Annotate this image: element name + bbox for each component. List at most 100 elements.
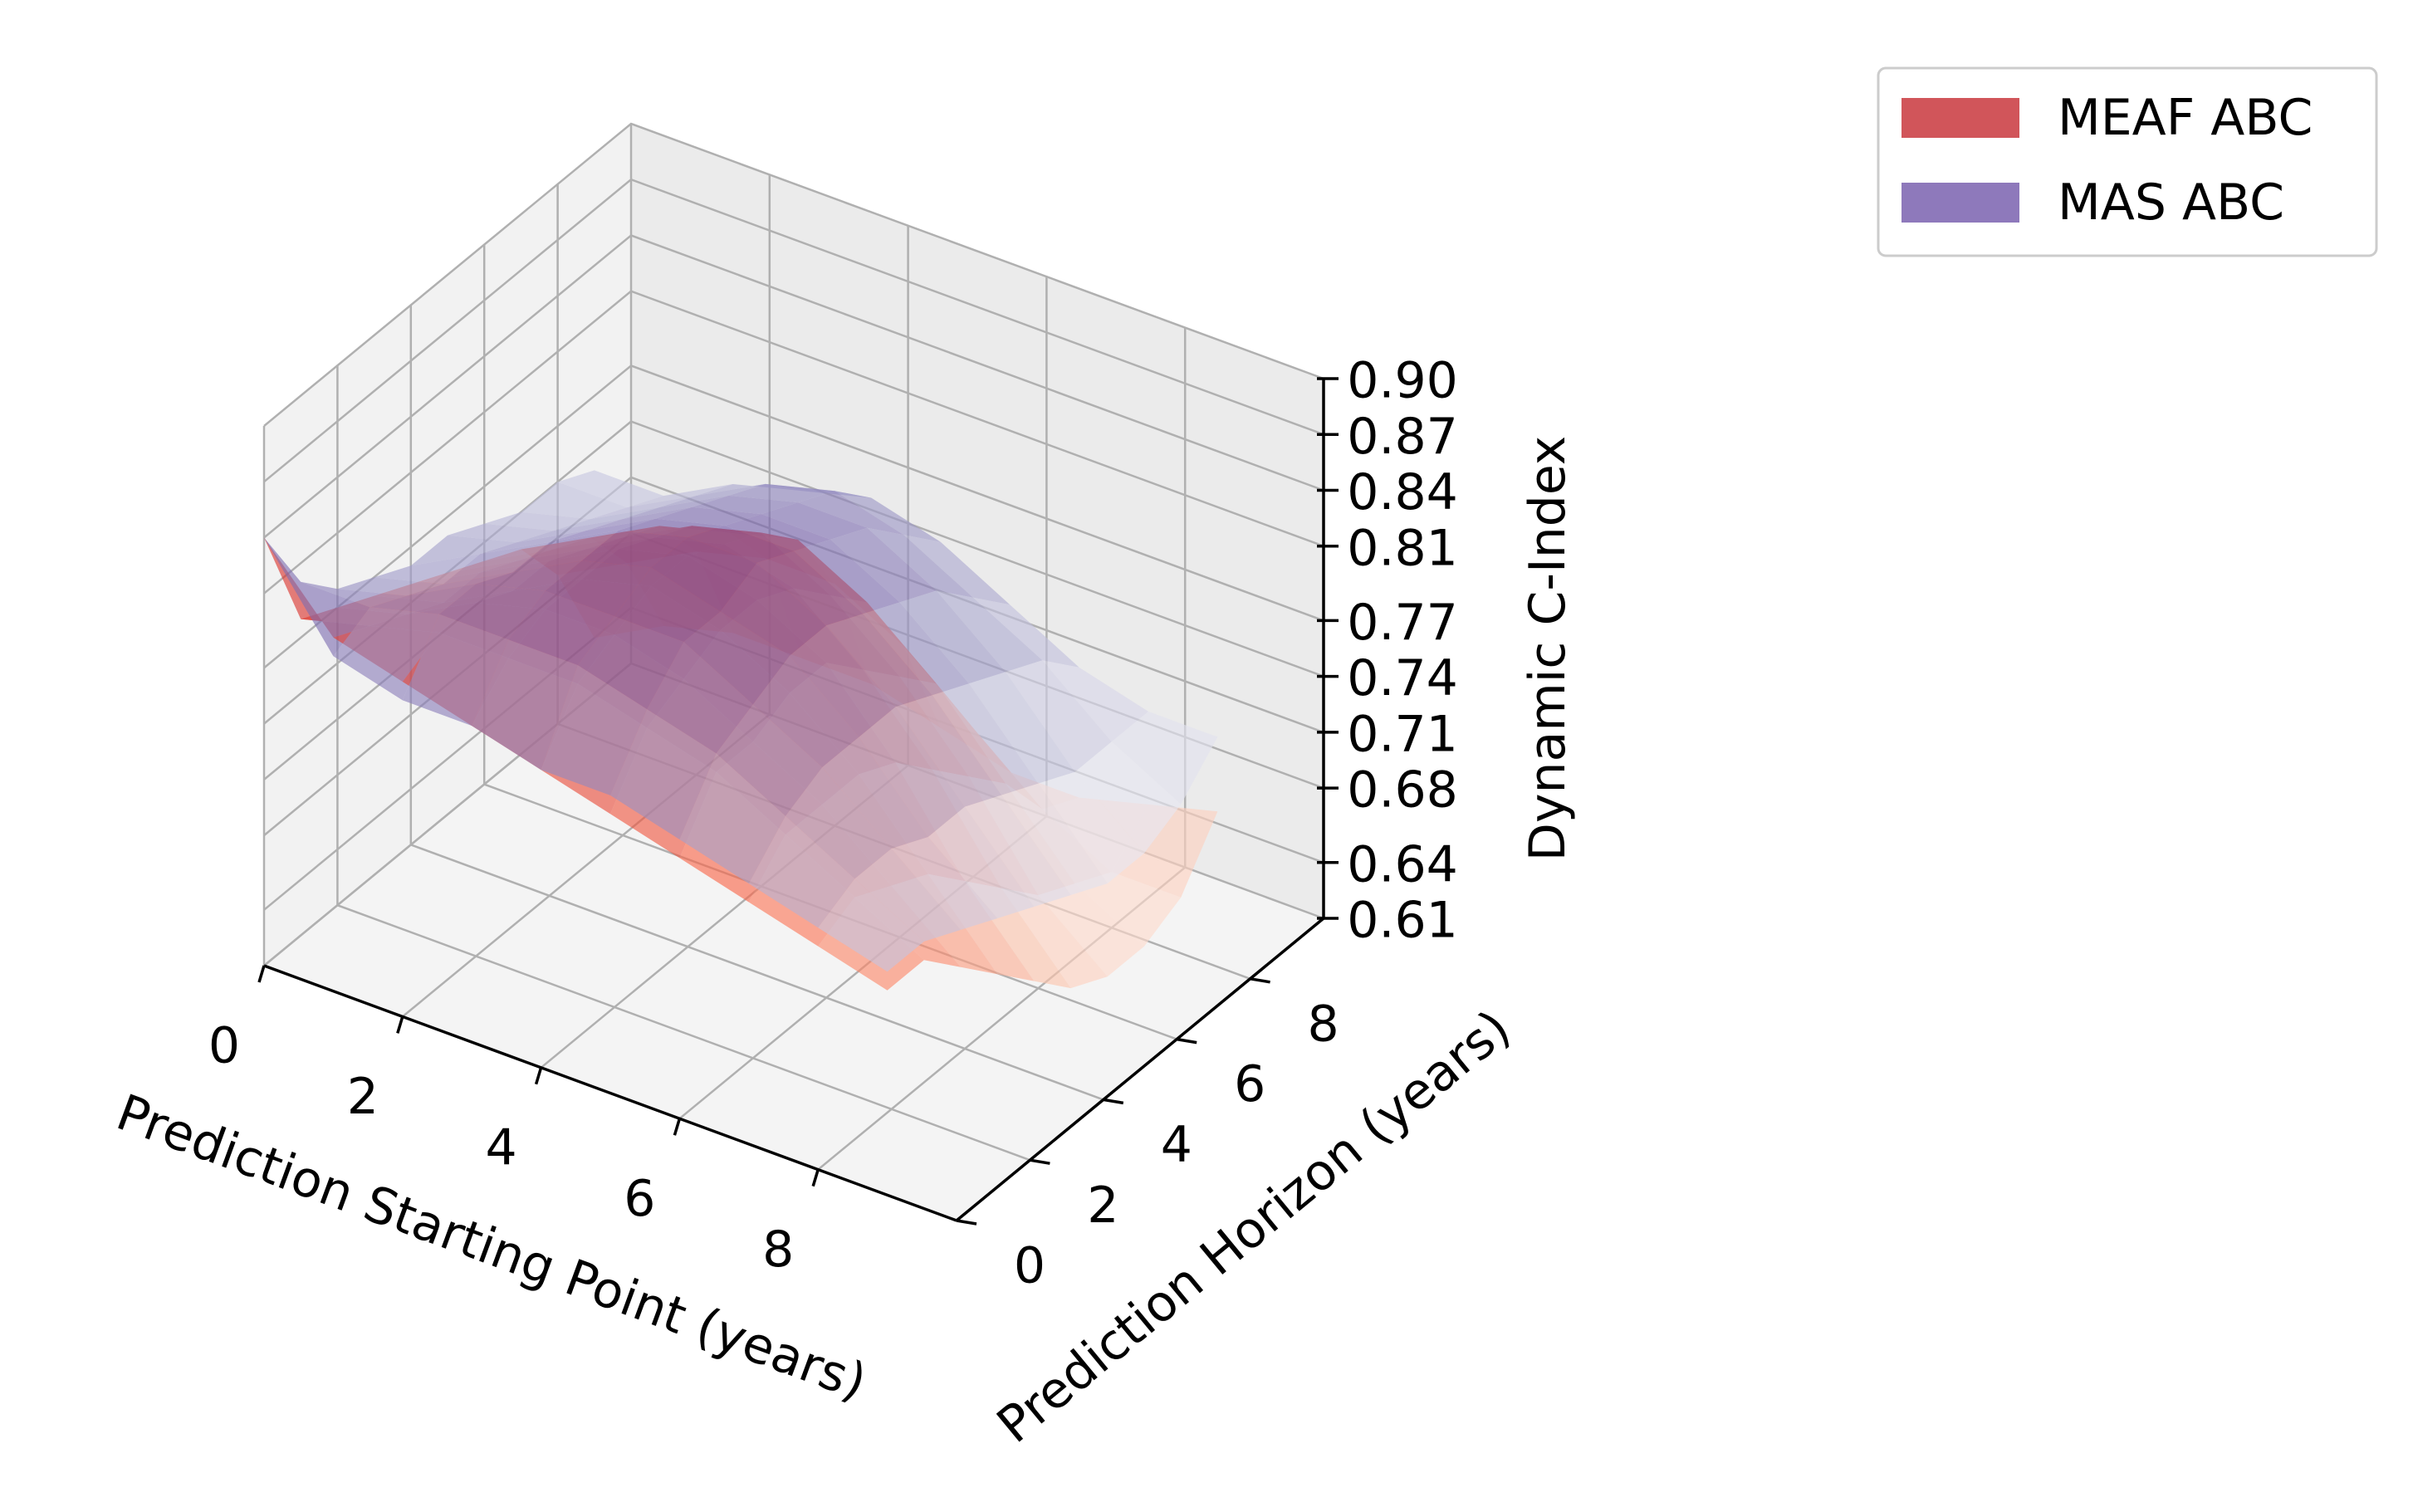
- floor-pane: [264, 663, 1324, 1221]
- z-gridline: [263, 290, 1324, 595]
- z-tick-label: 0.68: [1347, 761, 1458, 820]
- z-gridline: [263, 364, 1324, 669]
- surface-face-mas-abc: [370, 584, 477, 614]
- surface-face-mas-abc: [1042, 660, 1148, 742]
- surface-face-mas-abc: [728, 483, 835, 503]
- surface-face-mas-abc: [895, 695, 1002, 807]
- surface-face-mas-abc: [786, 767, 892, 879]
- surface-face-mas-abc: [545, 560, 652, 617]
- surface-face-mas-abc: [577, 616, 684, 710]
- surface-face-meaf-abc: [1074, 872, 1182, 947]
- surface-face-mas-abc: [585, 506, 693, 531]
- z-axis-label: Dynamic C-Index: [1519, 436, 1577, 861]
- surface-face-mas-abc: [647, 642, 753, 754]
- legend-label-mas-abc: MAS ABC: [2058, 174, 2284, 232]
- surface-face-mas-abc: [402, 614, 509, 727]
- surface-face-mas-abc: [969, 672, 1075, 784]
- y-tick-mark: [1030, 1158, 1050, 1165]
- surface-face-mas-abc: [374, 554, 481, 585]
- surface-face-mas-abc: [859, 707, 965, 837]
- surface-face-mas-abc: [932, 683, 1039, 795]
- surface-face-mas-abc: [683, 611, 790, 705]
- chart-legend: MEAF ABC MAS ABC: [1877, 66, 2378, 257]
- surface-face-meaf-abc: [1001, 888, 1108, 989]
- surface-face-mas-abc: [826, 614, 932, 707]
- surface-face-mas-abc: [716, 704, 823, 816]
- surface-face-mas-abc: [928, 806, 1035, 918]
- surface-face-mas-abc: [790, 625, 896, 737]
- x-tick-label: 4: [486, 1118, 517, 1177]
- surface-face-mas-abc: [333, 607, 439, 701]
- surface-face-mas-abc: [264, 537, 370, 657]
- x-tick-label: 0: [208, 1017, 240, 1075]
- surface-face-mas-abc: [748, 815, 855, 928]
- y-tick-label: 4: [1161, 1116, 1192, 1174]
- surface-face-mas-abc: [557, 470, 664, 508]
- surface-face-mas-abc: [1074, 741, 1182, 854]
- y-tick-label: 2: [1087, 1177, 1118, 1235]
- surface-face-mas-abc: [619, 518, 725, 538]
- x-tick-label: 6: [624, 1170, 655, 1228]
- surface-face-mas-abc: [724, 514, 831, 551]
- x-tick-mark: [811, 1169, 820, 1187]
- x-tick-mark: [396, 1015, 404, 1034]
- surface-face-mas-abc: [798, 491, 904, 536]
- x-tick-mark: [673, 1118, 682, 1136]
- surface-face-mas-abc: [651, 537, 757, 612]
- chart-axes: [263, 379, 1325, 1222]
- y-tick-mark: [1250, 977, 1270, 984]
- surface-face-mas-abc: [688, 526, 794, 563]
- surface-face-mas-abc: [973, 597, 1079, 668]
- z-tick-label: 0.90: [1347, 352, 1458, 410]
- surface-face-mas-abc: [443, 541, 550, 585]
- z-tick-label: 0.61: [1347, 892, 1458, 950]
- surface-face-mas-abc: [541, 665, 648, 795]
- surface-face-mas-abc: [521, 482, 627, 520]
- surface-face-mas-abc: [936, 590, 1043, 673]
- surface-face-mas-abc: [1001, 783, 1108, 895]
- surface-face-mas-abc: [965, 795, 1071, 907]
- surface-face-mas-abc: [679, 753, 786, 884]
- y-tick-label: 8: [1308, 995, 1339, 1053]
- z-tick-label: 0.84: [1347, 463, 1458, 521]
- x-axis-line: [263, 964, 957, 1222]
- surface-face-mas-abc: [655, 506, 761, 526]
- surface-face-mas-abc: [659, 483, 766, 507]
- surface-face-mas-abc: [410, 535, 517, 566]
- legend-label-meaf-abc: MEAF ABC: [2058, 89, 2313, 147]
- surface-face-mas-abc: [899, 590, 1006, 684]
- surface-face-mas-abc: [720, 562, 827, 656]
- surface-face-mas-abc: [301, 581, 407, 608]
- surface-face-mas-abc: [761, 502, 868, 540]
- surface-face-mas-abc: [472, 639, 578, 771]
- surface-face-mas-abc: [549, 518, 656, 542]
- legend-swatch-mas-abc: [1902, 183, 2019, 223]
- surface-face-mas-abc: [1006, 660, 1112, 772]
- surface-face-mas-abc: [756, 550, 864, 626]
- surface-face-mas-abc: [863, 602, 969, 696]
- y-tick-mark: [1103, 1098, 1124, 1105]
- surface-face-mas-abc: [903, 535, 1011, 605]
- surface-face-mas-abc: [448, 523, 554, 543]
- surface-face-mas-abc: [623, 495, 729, 519]
- y-axis-line: [955, 917, 1325, 1222]
- y-tick-mark: [1176, 1037, 1197, 1045]
- surface-face-mas-abc: [590, 496, 697, 520]
- surface-face-mas-abc: [692, 495, 798, 515]
- surface-face-mas-abc: [1038, 771, 1144, 883]
- z-tick-label: 0.74: [1347, 649, 1458, 707]
- x-tick-mark: [257, 965, 266, 983]
- surface-face-mas-abc: [614, 567, 721, 642]
- surface-face-mas-abc: [581, 530, 688, 568]
- y-tick-label: 6: [1234, 1055, 1265, 1113]
- surface-face-mas-abc: [508, 590, 614, 666]
- surface-face-mas-abc: [337, 577, 443, 596]
- surface-face-mas-abc: [476, 560, 582, 591]
- y-tick-mark: [956, 1219, 977, 1226]
- surface-face-mas-abc: [484, 511, 590, 531]
- surface-face-mas-abc: [818, 878, 924, 972]
- chart-surfaces: [264, 470, 1218, 991]
- z-tick-label: 0.77: [1347, 594, 1458, 652]
